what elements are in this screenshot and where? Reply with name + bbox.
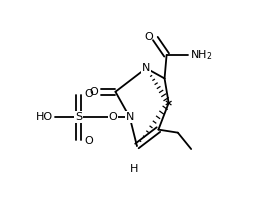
Text: O: O [89,87,98,97]
Text: O: O [109,112,117,122]
Text: H: H [130,164,138,174]
Text: O: O [85,89,94,99]
Text: NH$_2$: NH$_2$ [190,48,213,62]
Text: HO: HO [36,112,53,122]
Text: S: S [75,112,82,122]
Text: N: N [142,63,150,73]
Text: N: N [126,112,134,122]
Text: O: O [144,32,153,41]
Text: O: O [85,136,94,146]
